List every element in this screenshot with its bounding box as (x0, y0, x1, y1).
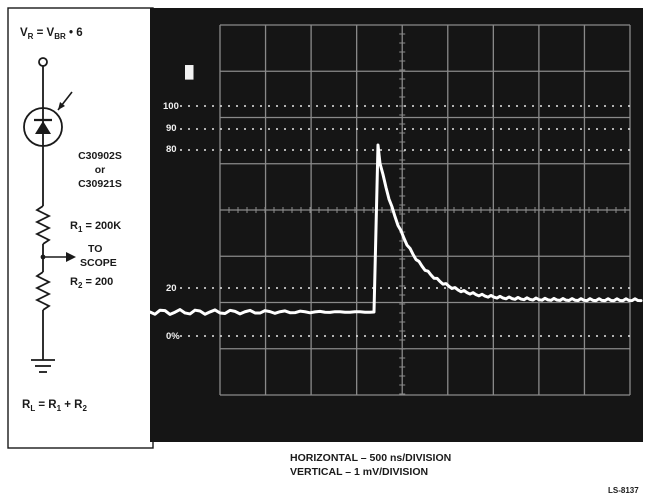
scope-arrow-icon (66, 252, 76, 262)
figure-id: LS-8137 (608, 486, 639, 495)
r1-label: R1 = 200K (70, 220, 121, 234)
vertical-scale-caption: VERTICAL – 1 mV/DIVISION (290, 466, 428, 478)
ref-label-90: 90 (166, 123, 177, 134)
reference-lines (180, 105, 632, 337)
corner-mark: █ (185, 65, 194, 80)
graticule (219, 24, 631, 396)
diode-part-or: or (95, 164, 106, 176)
circuit-schematic: VR = VBR • 6 C30902S or C30921S R1 = 200… (7, 7, 154, 449)
ground-icon (31, 359, 55, 373)
diode-part-2: C30921S (78, 178, 122, 190)
avalanche-photodiode-icon (23, 107, 63, 147)
resistor-r1-icon (34, 205, 52, 245)
light-arrow-icon (57, 91, 73, 111)
circuit-panel-border (7, 7, 154, 449)
supply-terminal (38, 57, 48, 67)
resistor-r2-icon (34, 271, 52, 311)
r2-label: R2 = 200 (70, 276, 113, 290)
ref-label-80: 80 (166, 144, 177, 155)
rl-equation: RL = R1 + R2 (22, 399, 88, 413)
supply-voltage-label: VR = VBR • 6 (20, 27, 83, 41)
horizontal-scale-caption: HORIZONTAL – 500 ns/DIVISION (290, 452, 451, 464)
oscilloscope-display: █ 100 90 80 20 0% (148, 8, 643, 442)
ref-label-0: 0% (166, 331, 180, 342)
ref-label-20: 20 (166, 283, 177, 294)
ref-label-100: 100 (163, 101, 179, 112)
scope-label: SCOPE (80, 257, 117, 269)
to-label: TO (88, 243, 102, 255)
diode-part-1: C30902S (78, 150, 122, 162)
pulse-trace (148, 143, 643, 316)
